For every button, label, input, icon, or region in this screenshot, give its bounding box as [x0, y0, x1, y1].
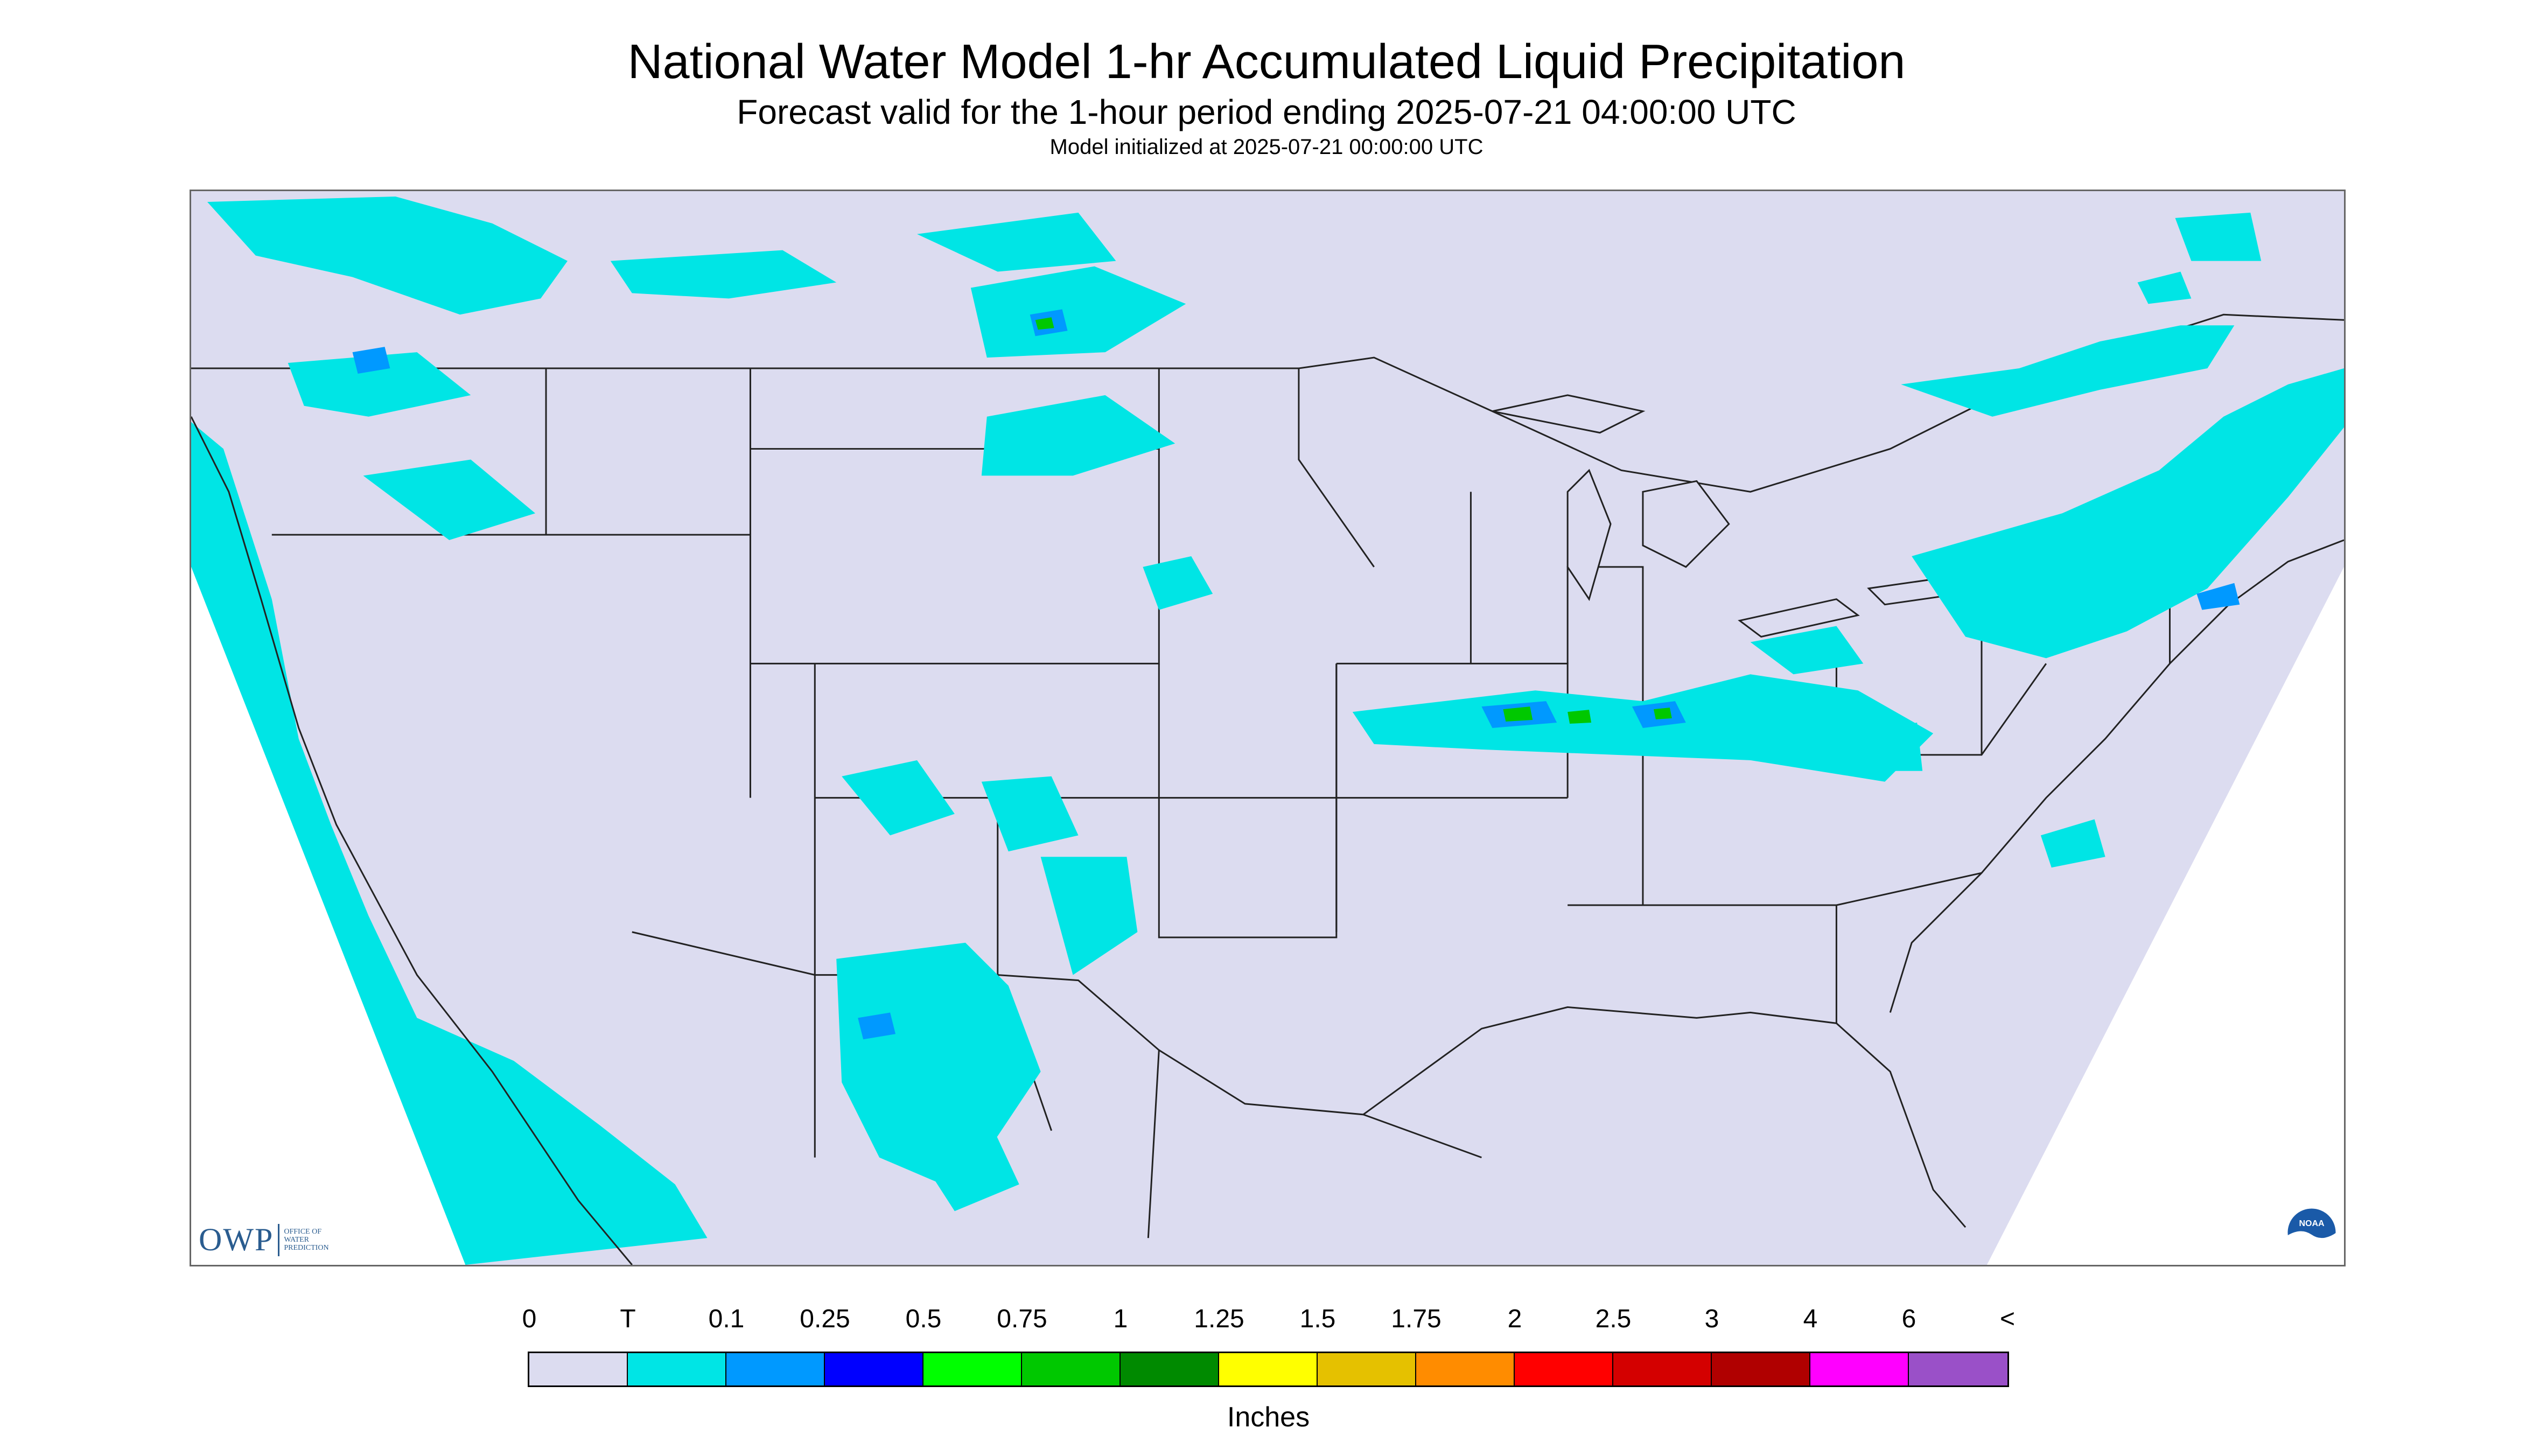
legend-label: 0 — [522, 1305, 537, 1333]
legend-label: 2 — [1507, 1305, 1522, 1333]
owp-logo-subtext: OFFICE OF WATER PREDICTION — [284, 1228, 329, 1252]
noaa-logo: NOAA — [2286, 1207, 2338, 1258]
owp-logo-divider — [278, 1223, 280, 1256]
legend-label: 0.5 — [905, 1305, 942, 1333]
legend-label: 1.5 — [1299, 1305, 1336, 1333]
owp-logo-text: OWP — [199, 1222, 274, 1257]
legend-label: 4 — [1803, 1305, 1818, 1333]
legend-swatch — [628, 1353, 726, 1385]
legend-label: 1.75 — [1391, 1305, 1442, 1333]
title-block: National Water Model 1-hr Accumulated Li… — [0, 32, 2533, 162]
precip-areas-moderate — [1035, 317, 1672, 724]
legend-swatch — [1909, 1353, 2007, 1385]
model-init-text: Model initialized at 2025-07-21 00:00:00… — [1049, 135, 1484, 159]
legend-swatch — [1318, 1353, 1416, 1385]
precip-area-pacific — [191, 422, 708, 1265]
legend-units: Inches — [1227, 1402, 1310, 1433]
legend-swatch — [1810, 1353, 1909, 1385]
precipitation-map: OWP OFFICE OF WATER PREDICTION NOAA — [190, 190, 2346, 1266]
legend-swatch — [529, 1353, 628, 1385]
legend-label: T — [620, 1305, 636, 1333]
legend-swatch — [1712, 1353, 1810, 1385]
legend-label: 0.25 — [800, 1305, 850, 1333]
legend-label: 1 — [1113, 1305, 1128, 1333]
owp-logo: OWP OFFICE OF WATER PREDICTION — [199, 1221, 329, 1258]
legend-swatch — [726, 1353, 825, 1385]
legend-label: 2.5 — [1595, 1305, 1632, 1333]
legend-swatch — [1613, 1353, 1712, 1385]
legend-swatch — [1416, 1353, 1515, 1385]
precip-areas-trace — [207, 196, 2344, 1212]
map-canvas — [191, 191, 2344, 1265]
legend-label: 6 — [1901, 1305, 1916, 1333]
great-lakes — [1492, 394, 1962, 638]
legend-swatch — [1121, 1353, 1219, 1385]
forecast-valid-subtitle: Forecast valid for the 1-hour period end… — [737, 93, 1796, 131]
legend-label: < — [1999, 1305, 2016, 1333]
outside-domain-right — [1986, 566, 2344, 1265]
legend-swatch — [1515, 1353, 1613, 1385]
legend-swatch — [825, 1353, 923, 1385]
legend-swatch — [1022, 1353, 1121, 1385]
noaa-logo-text: NOAA — [2299, 1219, 2325, 1228]
page-title: National Water Model 1-hr Accumulated Li… — [627, 35, 1906, 89]
legend-swatch — [923, 1353, 1022, 1385]
legend-label: 0.1 — [708, 1305, 745, 1333]
legend-swatch — [1219, 1353, 1318, 1385]
legend-label: 0.75 — [997, 1305, 1047, 1333]
domain-background — [191, 191, 2344, 1265]
legend-color-bar — [528, 1352, 2009, 1387]
legend-label: 1.25 — [1194, 1305, 1244, 1333]
legend-label: 3 — [1704, 1305, 1719, 1333]
